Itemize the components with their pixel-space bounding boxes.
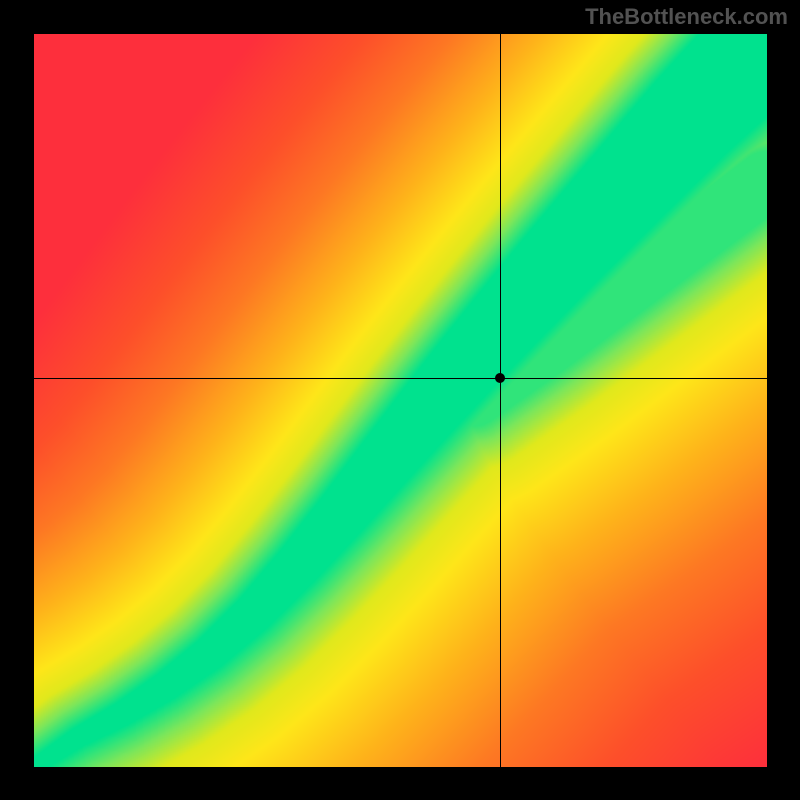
crosshair-horizontal — [34, 378, 767, 379]
heatmap-plot — [34, 34, 767, 767]
crosshair-marker — [495, 373, 505, 383]
watermark-text: TheBottleneck.com — [585, 4, 788, 30]
heatmap-canvas — [34, 34, 767, 767]
crosshair-vertical — [500, 34, 501, 767]
